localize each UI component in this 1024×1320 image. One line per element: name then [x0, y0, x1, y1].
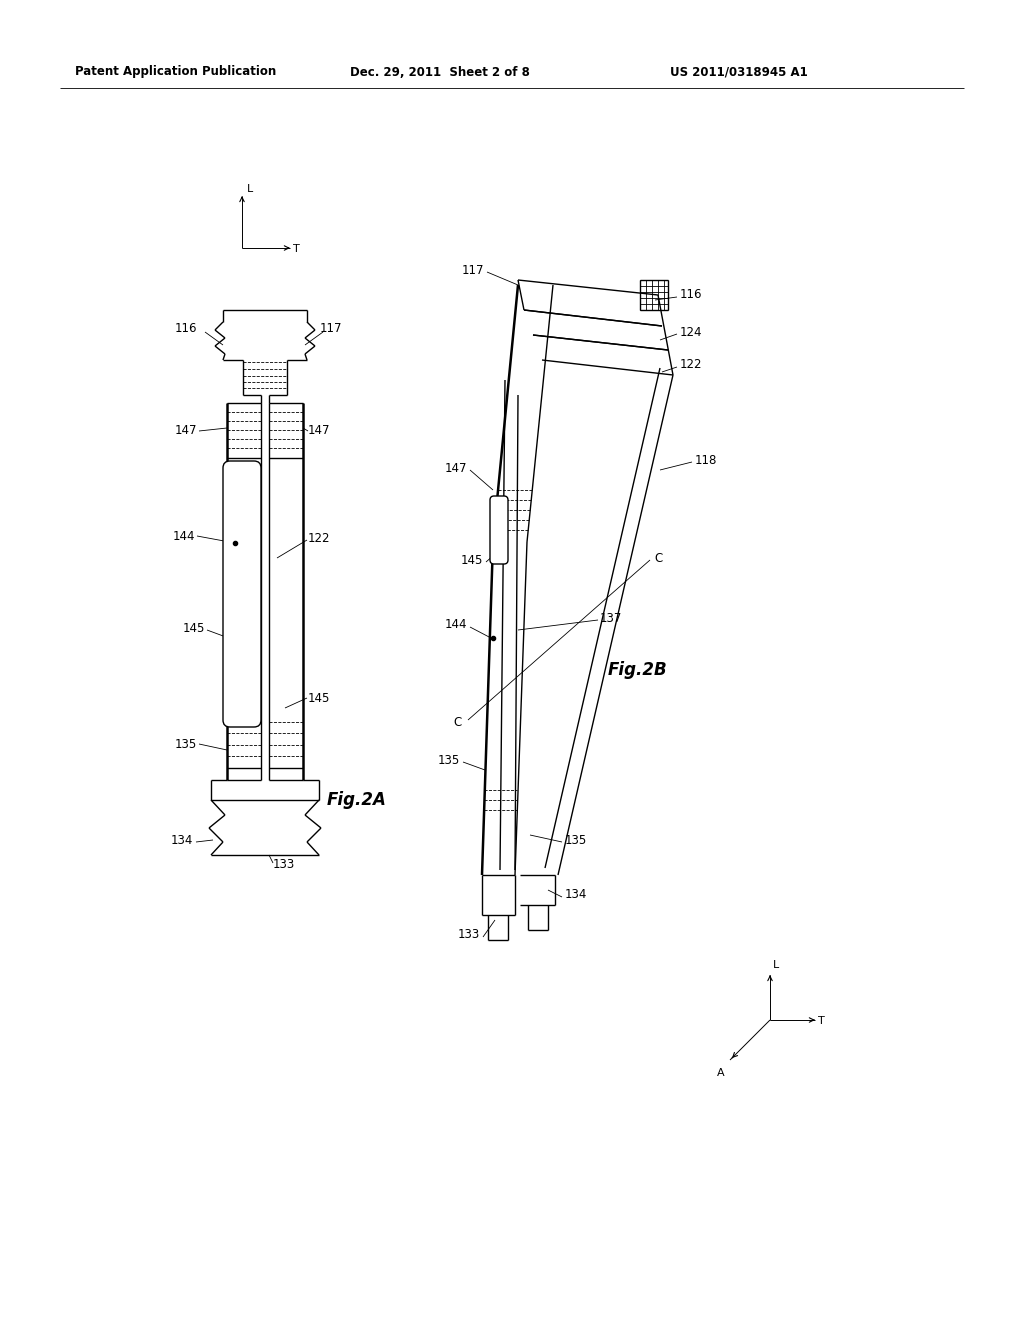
- Text: C: C: [654, 552, 663, 565]
- Text: T: T: [293, 244, 300, 253]
- Text: L: L: [773, 960, 779, 970]
- Text: 144: 144: [172, 529, 195, 543]
- Text: 118: 118: [695, 454, 718, 466]
- Text: 137: 137: [600, 611, 623, 624]
- Text: 122: 122: [680, 359, 702, 371]
- Text: 117: 117: [319, 322, 342, 334]
- Text: 144: 144: [444, 619, 467, 631]
- Text: 116: 116: [680, 289, 702, 301]
- Text: 134: 134: [171, 833, 193, 846]
- Text: Fig.2B: Fig.2B: [608, 661, 668, 678]
- Text: 135: 135: [437, 754, 460, 767]
- Text: 122: 122: [308, 532, 331, 544]
- Text: 147: 147: [308, 425, 331, 437]
- Text: 133: 133: [458, 928, 480, 941]
- Text: 134: 134: [565, 888, 588, 902]
- Text: Dec. 29, 2011  Sheet 2 of 8: Dec. 29, 2011 Sheet 2 of 8: [350, 66, 529, 78]
- Text: C: C: [454, 715, 462, 729]
- Text: 147: 147: [174, 425, 197, 437]
- Text: 116: 116: [175, 322, 198, 334]
- Text: 145: 145: [461, 553, 483, 566]
- Text: 145: 145: [182, 622, 205, 635]
- FancyBboxPatch shape: [490, 496, 508, 564]
- Text: Patent Application Publication: Patent Application Publication: [75, 66, 276, 78]
- Text: 133: 133: [273, 858, 295, 871]
- Text: L: L: [247, 183, 253, 194]
- FancyBboxPatch shape: [223, 461, 261, 727]
- Text: Fig.2A: Fig.2A: [327, 791, 387, 809]
- Text: T: T: [818, 1016, 824, 1026]
- Text: 147: 147: [444, 462, 467, 474]
- Text: 117: 117: [462, 264, 484, 276]
- Text: A: A: [718, 1068, 725, 1078]
- Text: 135: 135: [565, 833, 587, 846]
- Text: 135: 135: [175, 738, 197, 751]
- Text: 124: 124: [680, 326, 702, 338]
- Text: 145: 145: [308, 692, 331, 705]
- Text: US 2011/0318945 A1: US 2011/0318945 A1: [670, 66, 808, 78]
